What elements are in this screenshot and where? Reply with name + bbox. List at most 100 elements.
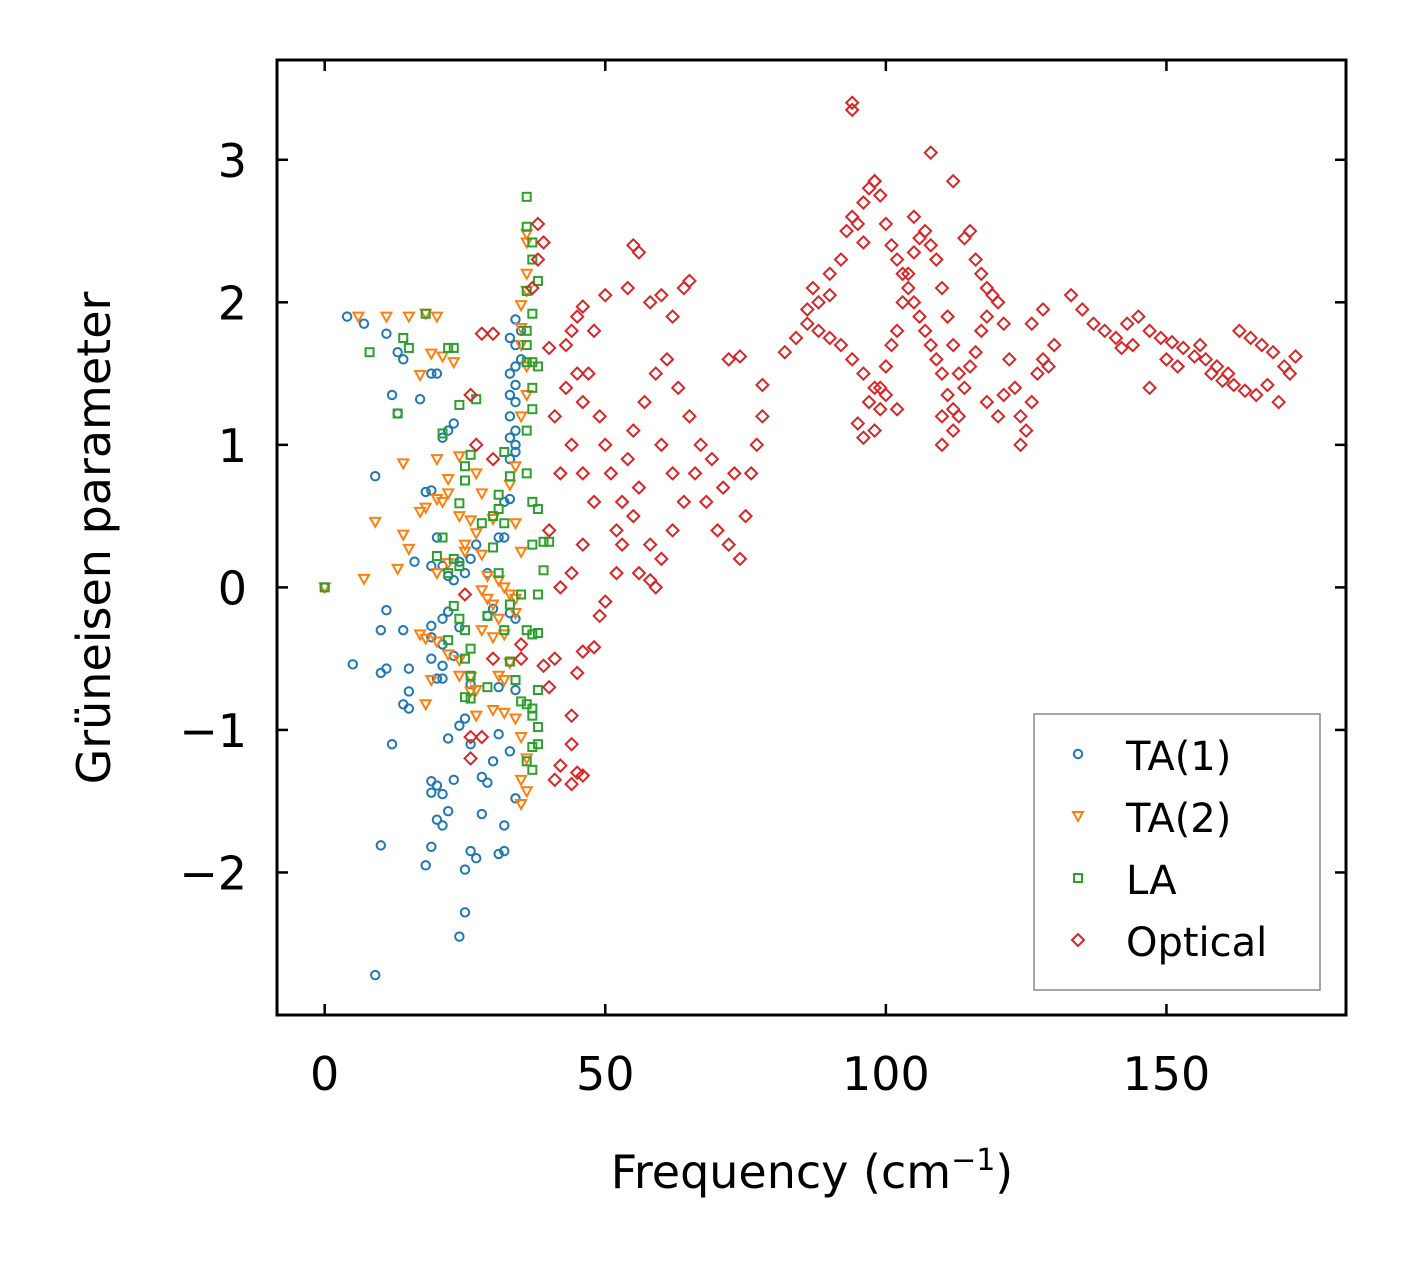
data-point — [521, 340, 532, 351]
y-axis-label: Grüneisen parameter — [67, 291, 121, 784]
data-point — [552, 579, 568, 595]
data-point — [878, 359, 894, 374]
data-point — [547, 651, 563, 667]
data-point — [637, 394, 652, 410]
data-point — [527, 710, 538, 721]
data-point — [459, 475, 470, 486]
data-point — [485, 451, 501, 467]
data-point — [620, 451, 636, 467]
data-point — [575, 394, 591, 410]
data-point — [386, 738, 398, 750]
data-point — [347, 659, 358, 670]
y-tick-label: 0 — [218, 561, 247, 615]
data-point — [1276, 359, 1292, 374]
data-point — [979, 394, 995, 410]
data-point — [437, 788, 448, 800]
legend-entry: TA(2) — [1071, 796, 1231, 842]
data-point — [396, 529, 410, 542]
data-point — [485, 326, 501, 342]
data-point — [463, 515, 478, 528]
data-point — [538, 565, 549, 576]
data-point — [459, 567, 471, 579]
data-point — [962, 359, 978, 374]
data-point — [465, 643, 476, 654]
data-point — [454, 561, 465, 572]
data-point — [454, 931, 465, 942]
data-point — [475, 625, 489, 638]
data-point — [990, 408, 1006, 424]
data-point — [493, 848, 504, 860]
data-point — [1271, 394, 1287, 410]
data-point — [940, 309, 955, 324]
data-point — [951, 408, 967, 424]
legend-marker — [1072, 748, 1084, 760]
data-point — [448, 418, 459, 429]
data-point — [508, 461, 523, 474]
data-point — [368, 516, 382, 529]
data-point — [564, 437, 580, 453]
data-point — [510, 361, 521, 372]
legend-entry: TA(1) — [1072, 734, 1231, 780]
data-point — [597, 594, 613, 610]
data-point — [558, 380, 574, 396]
data-point — [351, 311, 366, 324]
data-point — [945, 401, 961, 417]
data-point — [878, 216, 894, 232]
data-point — [516, 696, 527, 707]
data-point — [465, 449, 476, 460]
data-point — [867, 380, 883, 396]
data-point — [443, 342, 454, 353]
data-point — [805, 280, 821, 296]
data-point — [491, 670, 506, 683]
data-point — [923, 337, 939, 353]
data-point — [386, 389, 398, 401]
data-point — [459, 713, 471, 724]
data-point — [1063, 287, 1079, 303]
data-point — [441, 649, 455, 662]
data-point — [459, 907, 471, 918]
data-point — [435, 351, 450, 364]
data-point — [514, 546, 528, 559]
x-tick-label: 50 — [576, 1047, 635, 1101]
data-point — [530, 216, 546, 232]
data-point — [463, 751, 479, 766]
data-point — [631, 480, 647, 496]
data-point — [521, 357, 532, 368]
data-point — [454, 613, 465, 624]
data-point — [426, 485, 437, 496]
data-point — [468, 437, 484, 453]
data-point — [990, 294, 1006, 310]
data-point — [482, 682, 493, 693]
data-point — [469, 710, 483, 723]
data-point — [463, 686, 478, 699]
data-point — [917, 323, 933, 339]
data-point — [906, 209, 922, 225]
data-point — [497, 582, 511, 595]
data-point — [379, 311, 394, 324]
y-tick-label: 3 — [218, 134, 247, 188]
data-point — [514, 732, 528, 745]
data-point — [642, 537, 658, 553]
data-point — [442, 425, 454, 436]
data-point — [917, 223, 933, 239]
data-point — [855, 195, 871, 210]
x-tick-label: 0 — [310, 1047, 339, 1101]
data-point — [1198, 351, 1214, 367]
data-point — [1108, 330, 1124, 346]
data-point — [676, 280, 692, 296]
data-point — [799, 316, 815, 332]
data-point — [1024, 316, 1040, 332]
data-point — [923, 237, 939, 253]
data-point — [475, 585, 489, 598]
data-point — [682, 273, 697, 289]
legend-label: LA — [1126, 858, 1177, 904]
data-point — [521, 325, 532, 336]
data-point — [392, 408, 403, 419]
data-point — [1001, 351, 1017, 367]
data-point — [521, 468, 532, 479]
data-point — [1125, 337, 1141, 353]
data-point — [510, 675, 521, 686]
data-point — [597, 287, 613, 303]
data-point — [844, 351, 860, 367]
data-point — [459, 864, 471, 875]
